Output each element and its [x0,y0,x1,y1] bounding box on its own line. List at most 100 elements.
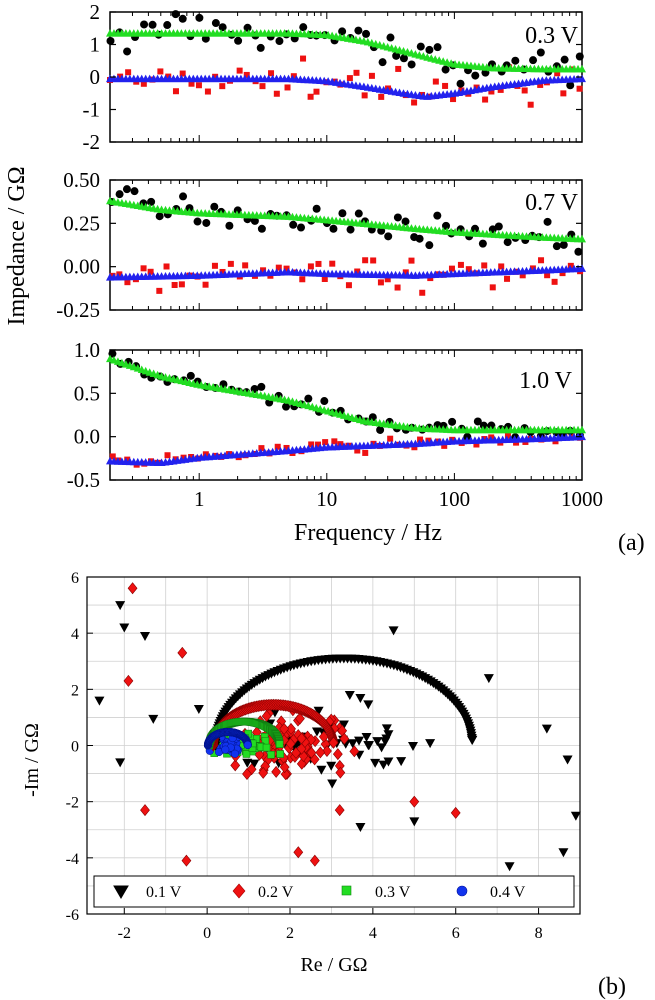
im-measured-point [165,73,172,80]
legend-marker-0-3v [341,885,352,896]
im-measured-point [425,437,432,444]
im-measured-point [387,435,394,442]
scatter-01V-point [383,730,394,740]
im-measured-point [164,452,171,459]
im-measured-point [411,99,418,106]
scatter-01V-point [242,758,253,768]
re-measured-point [378,58,387,67]
im-measured-point [576,85,583,92]
legend: 0.1 V 0.2 V 0.3 V 0.4 V [93,875,575,908]
re-measured-point [234,36,243,45]
im-measured-point [368,72,375,79]
subplot-0-7v-yticks: -0.25 0.00 0.25 0.50 [56,168,583,322]
im-measured-point [227,260,234,267]
im-measured-point [544,272,551,279]
scatter-01V-point [361,733,372,743]
scatter-01V-point [347,739,358,749]
im-measured-point [567,262,574,269]
im-measured-point [195,82,202,89]
re-fit-point [578,425,586,434]
im-measured-point [322,439,329,446]
legend-label-0-2v: 0.2 V [258,884,294,901]
panel-b-marks [94,582,581,872]
im-measured-point [202,281,209,288]
re-measured-point [257,224,266,233]
scatter-01V-point [313,706,324,716]
im-measured-point [156,287,163,294]
re-measured-point [304,394,313,403]
re-measured-point [336,406,345,415]
outlier-0-2v-point [127,582,138,595]
im-measured-point [560,90,567,97]
panel-a: -2 -1 0 1 2 0.3 V -0.25 0.00 0.25 0.50 0.7 V -0… [4,0,645,556]
im-measured-point [172,456,179,463]
scatter-01V-point [327,779,338,789]
re-measured-point [536,48,545,57]
im-measured-point [315,441,322,448]
arc-01V-point [467,735,478,745]
voltage-label-0-7v: 0.7 V [525,190,579,216]
re-measured-point [487,421,496,430]
re-measured-point [123,47,132,56]
ytick-label: 0.5 [74,381,100,405]
im-measured-point [448,265,455,272]
re-measured-point [256,43,265,52]
scatter-01V-point [378,760,389,770]
im-measured-point [504,432,511,439]
outlier-0-2v-point [450,806,461,819]
im-measured-point [290,73,297,80]
im-measured-point [521,87,528,94]
im-measured-point [450,96,457,103]
im-measured-point [299,276,306,283]
outlier-0-1v-point [148,714,159,724]
outlier-0-2v-point [140,804,150,817]
ytick-label: -2 [83,130,101,154]
im-measured-point [236,67,243,74]
im-measured-point [275,264,282,271]
im-measured-point [172,88,179,95]
scatter-02V-point [271,765,282,778]
re-measured-point [163,21,172,30]
subplot-1-0v-frame [109,349,583,481]
panel-a-ylabel: Impedance / GΩ [4,166,30,325]
subplot-1-0v: -0.5 0.0 0.5 1.0 1.0 V [67,338,586,492]
re-measured-point [376,425,385,434]
arc-04V-point [243,740,252,749]
scatter-03V-point [276,750,284,758]
im-measured-point [124,279,131,286]
xtick-label: 0 [203,925,211,942]
scatter-01V-point [376,743,387,753]
outlier-0-1v-point [483,674,494,684]
scatter-02V-point [230,759,241,772]
re-measured-point [299,23,308,32]
ytick-label: -0.25 [56,298,100,322]
im-measured-point [188,80,195,87]
scatter-03V-point [262,743,271,752]
outlier-0-1v-point [115,601,126,611]
re-measured-point [511,56,520,65]
im-measured-point [417,436,424,443]
im-measured-point [384,276,391,283]
im-measured-point [442,82,449,89]
re-measured-point [401,217,410,226]
re-measured-point [362,29,371,38]
im-measured-point [378,93,385,100]
scatter-02V-point [332,748,343,761]
panel-b: -2 0 2 4 6 8 -6 -4 -2 0 2 4 6 0.1 V 0.2 V 0.3 V 0.4 … [21,570,626,1000]
re-measured-point [329,224,338,233]
re-measured-point [211,19,220,28]
im-measured-point [171,281,178,288]
re-measured-point [179,192,188,201]
re-measured-point [148,20,157,29]
legend-item-0-1v: 0.1 V [113,884,182,901]
legend-marker-0-1v [113,885,129,899]
re-measured-point [415,234,424,243]
scatter-02V-point [335,766,346,779]
im-measured-point [441,442,448,449]
scatter-01V-point [425,739,436,749]
im-measured-point [274,443,281,450]
im-measured-point [362,449,369,456]
re-measured-point [155,212,164,221]
re-measured-point [456,79,465,88]
ytick-label: -6 [66,907,79,924]
